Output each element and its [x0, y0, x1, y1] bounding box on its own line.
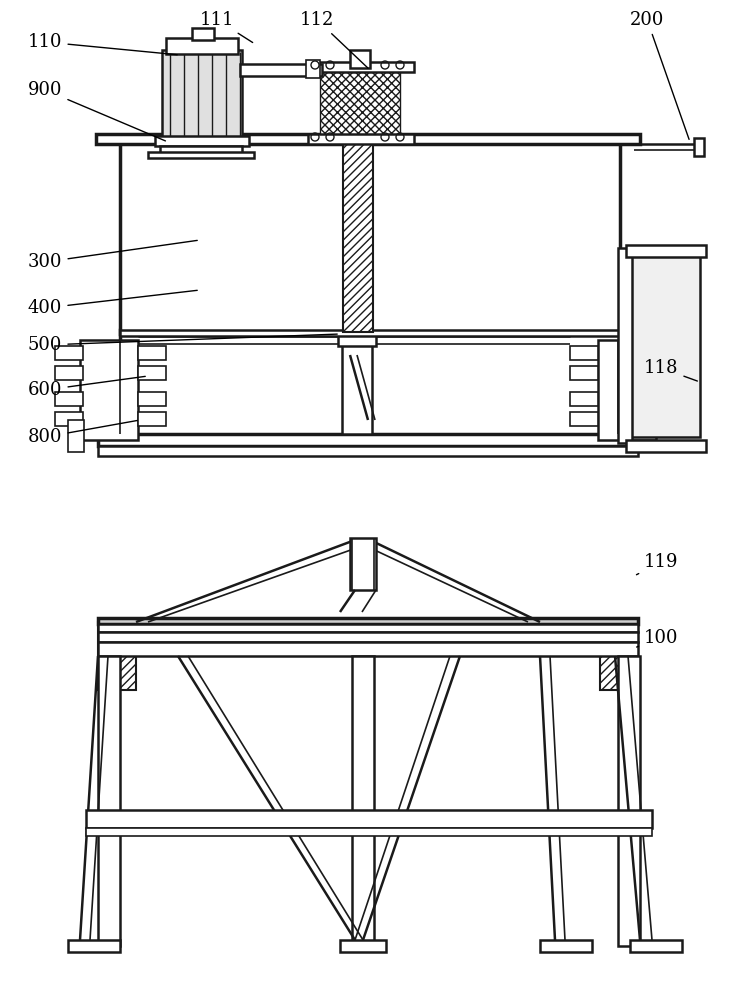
Bar — [343, 134, 373, 332]
Text: 118: 118 — [644, 359, 698, 381]
Bar — [308, 62, 414, 72]
Bar — [120, 330, 620, 336]
Text: 900: 900 — [28, 81, 165, 141]
Bar — [98, 618, 638, 624]
Bar — [98, 446, 638, 456]
Bar — [120, 140, 620, 334]
Bar — [630, 252, 700, 437]
Bar — [694, 138, 704, 156]
Bar — [338, 324, 376, 346]
Text: 119: 119 — [637, 553, 678, 575]
Bar — [86, 828, 652, 836]
Text: 110: 110 — [28, 33, 177, 55]
Bar — [618, 656, 640, 946]
Bar — [120, 330, 620, 434]
Bar — [192, 28, 214, 40]
Bar — [570, 346, 598, 360]
Bar — [55, 412, 83, 426]
Bar — [570, 366, 598, 380]
Bar — [653, 392, 681, 406]
Bar — [86, 810, 652, 828]
Bar — [570, 412, 598, 426]
Bar — [155, 136, 249, 146]
Bar — [138, 412, 166, 426]
Text: 800: 800 — [28, 420, 137, 446]
Bar — [160, 146, 242, 154]
Bar — [98, 624, 638, 632]
Bar — [148, 152, 254, 158]
Bar — [98, 642, 638, 656]
Text: 100: 100 — [637, 629, 678, 647]
Bar — [653, 412, 681, 426]
Bar — [598, 340, 656, 440]
Bar — [308, 134, 414, 144]
Bar — [320, 66, 400, 138]
Text: 300: 300 — [28, 240, 197, 271]
Bar — [653, 346, 681, 360]
Bar — [96, 134, 640, 144]
Text: 600: 600 — [28, 376, 146, 399]
Bar — [80, 340, 138, 440]
Bar — [98, 632, 638, 642]
Bar — [98, 622, 136, 690]
Bar — [350, 538, 376, 590]
Bar — [618, 248, 632, 443]
Text: 111: 111 — [200, 11, 253, 43]
Bar — [600, 622, 638, 690]
Bar — [350, 50, 370, 68]
Bar — [630, 940, 682, 952]
Bar — [55, 366, 83, 380]
Bar — [352, 656, 374, 946]
Bar — [540, 940, 592, 952]
Bar — [55, 346, 83, 360]
Bar — [55, 392, 83, 406]
Bar — [166, 38, 238, 54]
Bar — [626, 245, 706, 257]
Bar — [162, 50, 242, 138]
Bar — [68, 420, 84, 452]
Bar — [570, 392, 598, 406]
Text: 112: 112 — [300, 11, 368, 68]
Bar — [626, 440, 706, 452]
Text: 200: 200 — [630, 11, 689, 139]
Bar — [240, 64, 322, 76]
Bar — [98, 656, 120, 946]
Text: 500: 500 — [28, 334, 337, 354]
Bar — [98, 430, 638, 446]
Bar — [68, 940, 120, 952]
Bar — [138, 392, 166, 406]
Bar — [653, 366, 681, 380]
Bar — [340, 940, 386, 952]
Bar — [342, 330, 372, 434]
Bar — [138, 366, 166, 380]
Text: 400: 400 — [28, 290, 197, 317]
Bar — [138, 346, 166, 360]
Bar — [306, 60, 320, 78]
